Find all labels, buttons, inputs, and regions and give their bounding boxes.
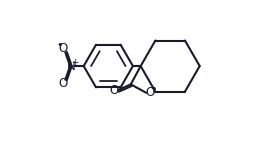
Text: N: N bbox=[67, 60, 76, 73]
Text: O: O bbox=[59, 77, 68, 90]
Text: O: O bbox=[110, 84, 119, 97]
Text: O: O bbox=[59, 42, 68, 55]
Text: •: • bbox=[57, 40, 63, 50]
Text: O: O bbox=[146, 86, 155, 99]
Text: +: + bbox=[71, 58, 79, 67]
Text: •: • bbox=[151, 84, 157, 94]
